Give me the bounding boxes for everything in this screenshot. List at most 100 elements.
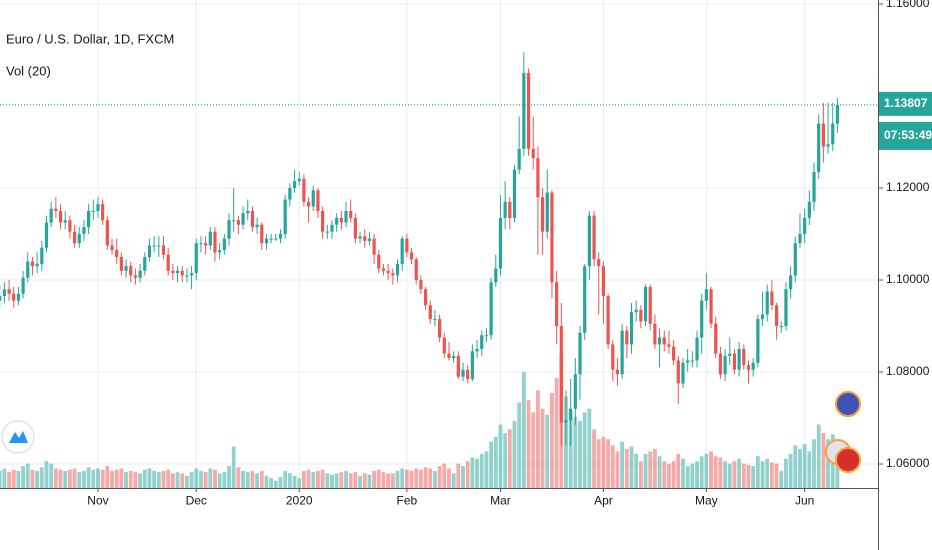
volume-bar: [526, 400, 531, 488]
volume-bar: [671, 461, 676, 488]
candle-body: [615, 369, 620, 375]
candle-body: [115, 250, 119, 257]
candle-body: [779, 325, 783, 327]
volume-bar: [400, 468, 405, 488]
volume-bar: [690, 463, 695, 488]
candle-layer: [0, 52, 840, 446]
volume-bar: [638, 461, 643, 488]
candle-body: [676, 360, 680, 384]
volume-bar: [11, 469, 16, 488]
volume-bar: [592, 429, 596, 488]
candle-body: [760, 314, 765, 320]
candle-body: [218, 250, 222, 253]
y-tick-label: 1.16000: [886, 0, 930, 10]
indicator-label: Vol (20): [6, 63, 51, 78]
candle-body: [583, 266, 587, 333]
last-price-box: [879, 91, 932, 116]
candle-body: [746, 365, 751, 370]
candle-body: [835, 104, 840, 124]
candle-body: [756, 319, 760, 363]
volume-bar: [381, 472, 386, 488]
volume-bar: [798, 448, 802, 488]
candle-body: [728, 353, 732, 356]
candle-body: [751, 362, 755, 370]
volume-bar: [21, 466, 25, 488]
volume-bar: [7, 472, 11, 488]
volume-bar: [629, 446, 634, 488]
candle-body: [91, 210, 95, 212]
volume-bar: [419, 469, 423, 488]
candle-body: [489, 282, 493, 336]
candle-body: [494, 268, 498, 283]
candle-body: [466, 369, 470, 379]
candle-body: [7, 289, 11, 294]
chart-title: Euro / U.S. Dollar, 1D, FXCM: [6, 31, 174, 46]
last-price-label: 1.13807: [884, 96, 928, 110]
volume-bar: [124, 472, 128, 488]
candle-body: [129, 266, 133, 276]
volume-bar: [77, 472, 82, 488]
x-tick-label: Dec: [186, 493, 207, 507]
candle-body: [456, 355, 460, 377]
volume-bar: [119, 468, 124, 488]
volume-bar: [465, 461, 470, 488]
volume-bar: [231, 446, 236, 488]
volume-bar: [100, 469, 105, 488]
volume-bar: [255, 473, 259, 488]
candle-body: [40, 247, 44, 264]
candle-body: [611, 344, 615, 370]
candle-body: [433, 319, 437, 321]
candle-body: [353, 217, 357, 239]
candle-body: [391, 273, 395, 276]
candle-body: [578, 332, 582, 375]
volume-bar: [709, 451, 713, 488]
volume-bar: [433, 470, 437, 488]
volume-bar: [344, 470, 348, 488]
candle-body: [292, 181, 297, 188]
candle-body: [395, 263, 400, 276]
candle-body: [686, 360, 690, 363]
candle-body: [16, 293, 21, 301]
volume-bar: [503, 433, 508, 488]
candle-body: [175, 270, 180, 274]
candle-body: [564, 420, 568, 423]
volume-bar: [550, 392, 554, 488]
volume-bar: [273, 480, 278, 488]
candle-body: [592, 215, 596, 260]
volume-bar: [755, 456, 760, 488]
volume-bar: [334, 473, 339, 488]
volume-bar: [264, 475, 269, 488]
candle-body: [793, 243, 797, 276]
candle-body: [264, 238, 269, 244]
volume-bar: [414, 468, 419, 488]
volume-bar: [245, 472, 250, 488]
volume-bar: [643, 453, 648, 488]
candle-body: [414, 259, 418, 280]
x-tick-label: 2020: [286, 493, 313, 507]
volume-bar: [521, 372, 526, 488]
volume-bar: [316, 470, 320, 488]
candle-body: [643, 286, 648, 322]
candle-body: [54, 208, 58, 211]
volume-bar: [236, 467, 241, 488]
volume-bar: [30, 469, 35, 488]
candle-body: [540, 197, 545, 232]
volume-bar: [489, 441, 493, 488]
volume-bar: [620, 441, 625, 488]
candle-body: [227, 220, 231, 239]
volume-bar: [292, 475, 297, 488]
candle-body: [470, 351, 474, 379]
volume-bar: [142, 469, 147, 488]
candle-body: [306, 201, 311, 207]
volume-bar: [606, 439, 610, 488]
volume-bar: [587, 408, 592, 488]
volume-bar: [512, 420, 517, 488]
candle-body: [339, 217, 343, 223]
candle-body: [386, 270, 390, 274]
candle-body: [180, 270, 184, 276]
candle-body: [335, 217, 339, 225]
candle-body: [442, 337, 446, 354]
candle-body: [737, 348, 741, 370]
volume-bar: [610, 445, 615, 488]
